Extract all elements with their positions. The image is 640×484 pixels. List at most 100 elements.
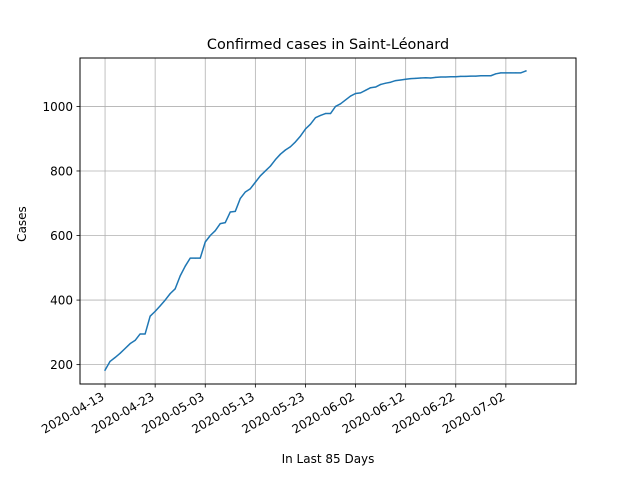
data-point	[475, 75, 477, 77]
data-point	[364, 89, 367, 91]
data-point	[525, 70, 527, 72]
data-point	[380, 83, 382, 86]
data-point	[359, 92, 362, 94]
data-point	[114, 356, 116, 359]
data-point	[515, 72, 517, 74]
data-point	[505, 72, 507, 74]
data-point	[169, 293, 171, 295]
data-point	[189, 257, 191, 259]
data-point	[134, 339, 136, 342]
y-tick-label: 600	[50, 229, 73, 243]
data-point	[239, 197, 241, 200]
data-point	[139, 333, 141, 335]
data-point	[259, 175, 261, 177]
data-point	[179, 275, 181, 277]
data-point	[395, 79, 397, 82]
data-point	[284, 149, 287, 151]
data-point	[319, 114, 322, 117]
data-point	[445, 76, 447, 78]
data-point	[274, 159, 276, 161]
data-point	[520, 72, 522, 74]
data-point	[500, 72, 502, 74]
y-tick-label: 1000	[42, 100, 73, 114]
series-line-0	[104, 69, 527, 372]
data-point	[480, 75, 482, 77]
data-point	[339, 103, 342, 105]
y-tick-label: 200	[50, 358, 73, 372]
data-point	[159, 305, 161, 307]
series-layer	[104, 69, 527, 372]
x-axis: 2020-04-132020-04-232020-05-032020-05-13…	[39, 384, 507, 436]
data-point	[375, 86, 377, 88]
data-point	[214, 230, 216, 232]
data-point	[124, 347, 126, 350]
x-axis-label: In Last 85 Days	[282, 452, 375, 466]
data-point	[324, 112, 327, 115]
data-point	[144, 333, 146, 335]
data-point	[354, 92, 357, 95]
plot-frame	[79, 57, 577, 385]
data-point	[154, 310, 156, 312]
data-point	[279, 153, 281, 155]
series-points-0	[104, 70, 527, 371]
data-point	[485, 75, 487, 77]
data-point	[289, 146, 292, 148]
data-point	[420, 77, 422, 79]
data-point	[204, 241, 206, 243]
data-point	[440, 76, 442, 78]
data-point	[349, 95, 352, 97]
data-point	[184, 265, 186, 267]
data-point	[334, 105, 337, 108]
data-point	[219, 222, 221, 225]
data-point	[249, 188, 251, 190]
data-point	[149, 315, 151, 317]
data-point	[385, 82, 387, 84]
y-tick-label: 800	[50, 164, 73, 178]
data-point	[229, 211, 231, 213]
data-point	[495, 73, 497, 75]
data-point	[194, 257, 196, 259]
data-point	[470, 75, 472, 77]
data-point	[400, 79, 402, 81]
data-point	[244, 191, 246, 193]
data-point	[435, 76, 437, 78]
data-point	[119, 352, 121, 354]
data-point	[209, 234, 211, 237]
data-point	[264, 170, 266, 172]
data-point	[309, 123, 312, 125]
data-point	[369, 87, 372, 89]
data-point	[465, 75, 467, 77]
chart-title: Confirmed cases in Saint-Léonard	[207, 37, 449, 53]
data-point	[174, 288, 176, 290]
data-point	[254, 181, 256, 183]
y-axis-label: Cases	[15, 206, 29, 242]
data-point	[314, 117, 317, 119]
data-point	[425, 77, 427, 79]
data-point	[234, 210, 236, 212]
data-point	[104, 369, 106, 371]
data-point	[460, 75, 462, 77]
data-point	[344, 99, 347, 101]
data-point	[405, 78, 407, 80]
data-point	[415, 77, 417, 79]
y-tick-label: 400	[50, 294, 73, 308]
data-point	[490, 75, 492, 77]
data-point	[450, 76, 452, 78]
data-point	[164, 299, 166, 301]
grid	[80, 58, 576, 384]
data-point	[109, 360, 111, 363]
data-point	[510, 72, 512, 74]
data-point	[455, 76, 457, 78]
data-point	[410, 78, 412, 80]
data-point	[269, 165, 271, 167]
data-point	[304, 128, 307, 130]
data-point	[390, 81, 392, 83]
data-point	[224, 222, 226, 224]
data-point	[129, 343, 131, 345]
data-point	[430, 77, 432, 79]
data-point	[329, 112, 332, 115]
data-point	[199, 257, 201, 259]
data-point	[299, 135, 302, 137]
data-point	[294, 141, 297, 143]
